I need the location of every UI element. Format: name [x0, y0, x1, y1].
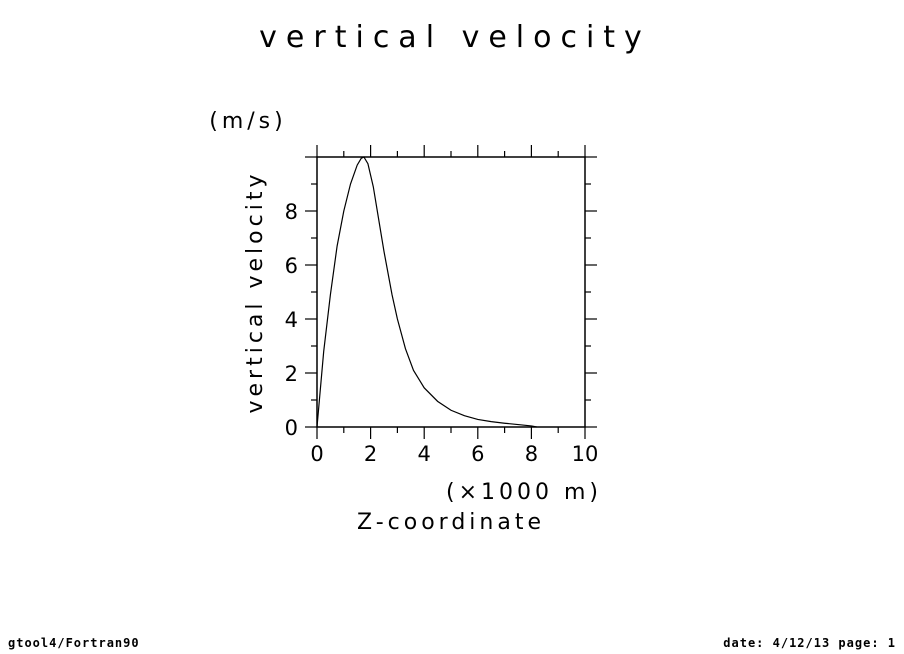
x-tick-label: 6: [471, 442, 484, 466]
x-tick-labels: 0 2 4 6 8 10: [310, 442, 598, 466]
axis-ticks: [305, 145, 597, 439]
x-tick-label: 2: [364, 442, 377, 466]
y-tick-label: 8: [285, 200, 298, 224]
series-line: [316, 156, 537, 428]
plot-area: 0 2 4 6 8 10 0 2 4 6 8: [285, 145, 598, 466]
footer-left: gtool4/Fortran90: [8, 636, 140, 650]
plot-frame: [316, 156, 586, 428]
y-tick-label: 2: [285, 362, 298, 386]
y-axis-label: vertical velocity: [243, 170, 268, 413]
x-tick-label: 0: [310, 442, 323, 466]
y-axis-unit: (m/s): [209, 109, 286, 134]
y-tick-label: 0: [285, 416, 298, 440]
x-tick-label: 4: [418, 442, 431, 466]
chart-title: vertical velocity: [259, 20, 651, 55]
x-tick-label: 10: [572, 442, 599, 466]
x-axis-unit: (×1000 m): [446, 480, 602, 505]
x-tick-label: 8: [525, 442, 538, 466]
y-tick-label: 6: [285, 254, 298, 278]
footer-right: date: 4/12/13 page: 1: [723, 636, 896, 650]
x-axis-label: Z-coordinate: [357, 510, 545, 535]
y-tick-label: 4: [285, 308, 298, 332]
y-tick-labels: 0 2 4 6 8: [285, 200, 298, 440]
